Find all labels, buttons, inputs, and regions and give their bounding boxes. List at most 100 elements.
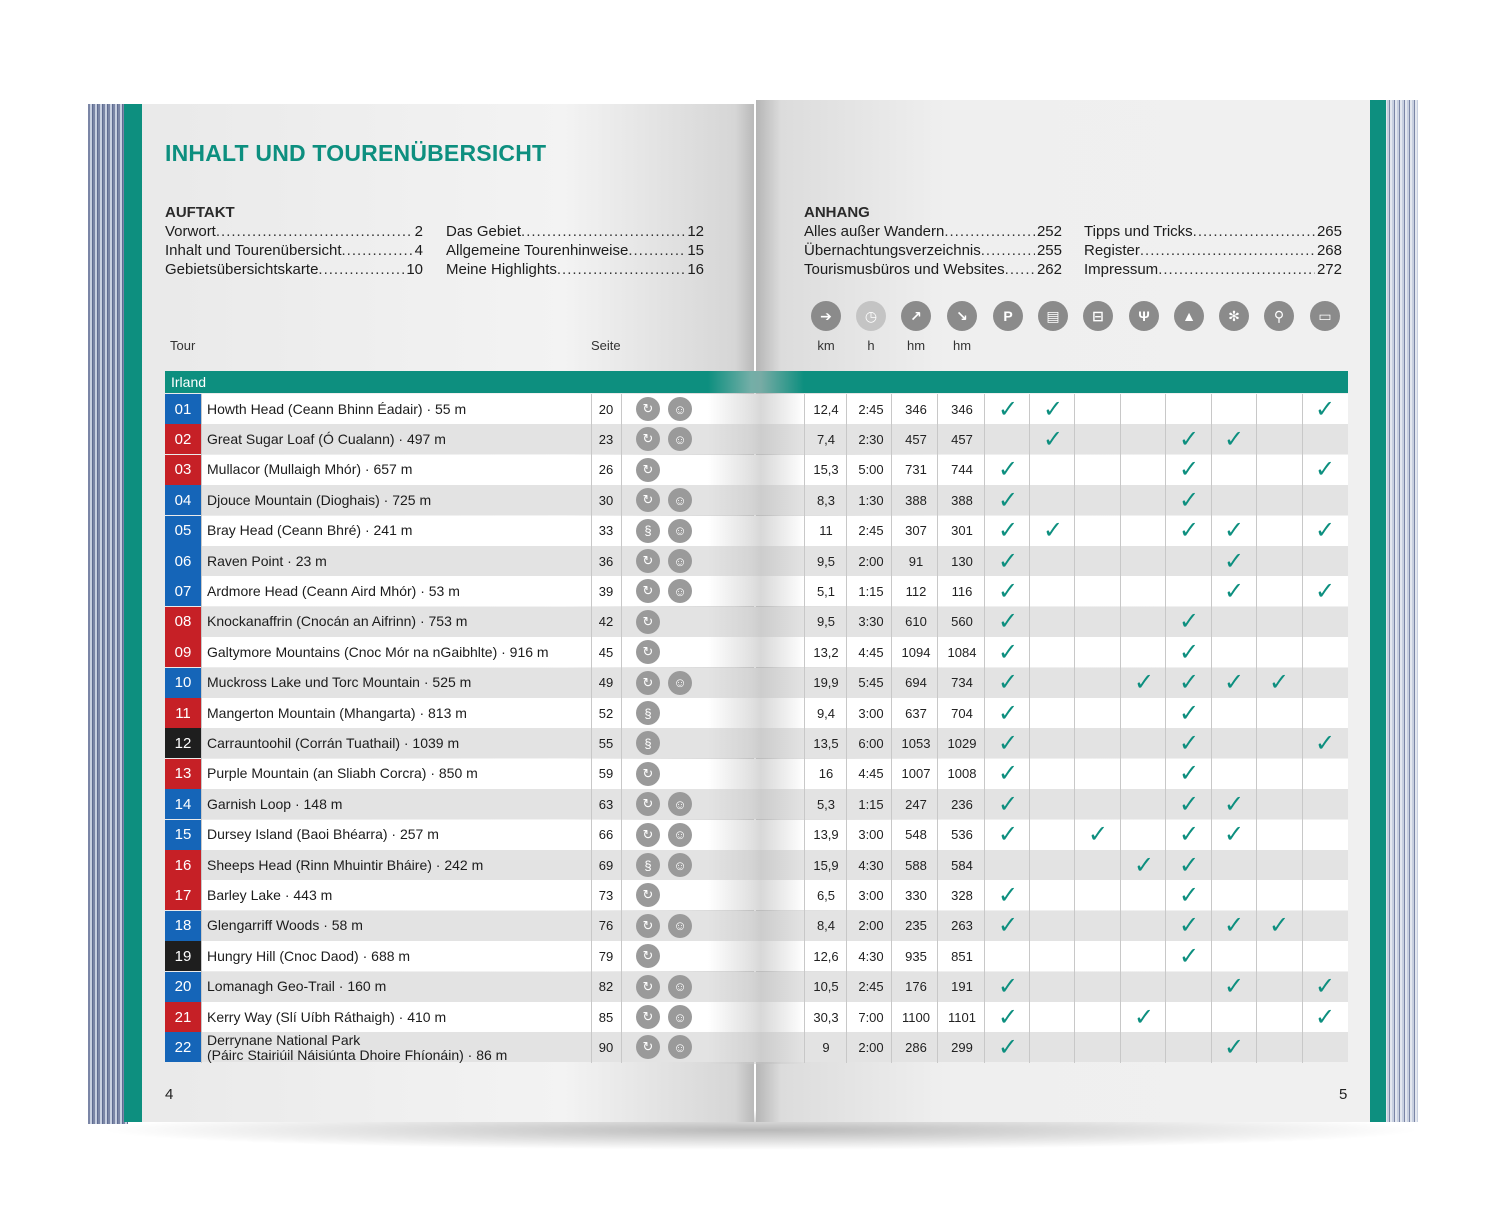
toc-entry-page: 268 [1316, 242, 1342, 259]
column-divider [591, 394, 592, 1063]
tour-name[interactable]: Galtymore Mountains (Cnoc Mór na nGaibhl… [207, 643, 549, 660]
kids-bear-icon: ☺ [668, 853, 692, 877]
check-mark-icon: ✓ [997, 547, 1019, 575]
check-mark-icon: ✓ [1314, 973, 1336, 1001]
value-km: 12,4 [813, 401, 839, 417]
check-mark-icon: ✓ [1178, 699, 1200, 727]
tour-name[interactable]: Ardmore Head (Ceann Aird Mhór) · 53 m [207, 582, 460, 599]
round-trip-icon: ↻ [636, 883, 660, 908]
value-down: 328 [951, 887, 973, 903]
value-h: 4:30 [858, 857, 884, 873]
toc-entry[interactable]: Register 268 [1084, 241, 1342, 260]
tour-name[interactable]: Barley Lake · 443 m [207, 886, 333, 903]
value-h: 2:45 [858, 979, 884, 995]
tour-name[interactable]: Garnish Loop · 148 m [207, 795, 343, 812]
column-divider [621, 394, 622, 1063]
tour-name[interactable]: Sheeps Head (Rinn Mhuintir Bháire) · 242… [207, 856, 484, 873]
toc-entry[interactable]: Meine Highlights 16 [446, 260, 704, 279]
toc-entry-label: Register [1084, 242, 1140, 259]
tour-name[interactable]: Great Sugar Loaf (Ó Cualann) · 497 m [207, 430, 446, 447]
tour-number: 03 [165, 454, 201, 485]
unit-label: hm [952, 338, 972, 353]
tour-name[interactable]: Muckross Lake und Torc Mountain · 525 m [207, 674, 472, 691]
toc-leader-dots [944, 222, 1035, 241]
tour-page: 42 [598, 614, 614, 630]
value-down: 346 [951, 401, 973, 417]
toc-entry[interactable]: Das Gebiet 12 [446, 222, 704, 241]
bus-icon: ▤ [1038, 301, 1068, 331]
value-km: 13,2 [813, 644, 839, 660]
value-down: 301 [951, 523, 973, 539]
toc-entry[interactable]: Allgemeine Tourenhinweise 15 [446, 241, 704, 260]
tour-name[interactable]: Howth Head (Ceann Bhinn Éadair) · 55 m [207, 400, 467, 417]
round-trip-icon: ↻ [636, 670, 660, 695]
value-h: 4:45 [858, 766, 884, 782]
round-trip-icon: ↻ [636, 913, 660, 938]
toc-entry[interactable]: Inhalt und Tourenübersicht 4 [165, 241, 423, 260]
tour-number: 22 [165, 1032, 201, 1063]
value-km: 9,5 [816, 614, 836, 630]
toc-entry[interactable]: Tourismusbüros und Websites 262 [804, 260, 1062, 279]
value-up: 388 [905, 492, 927, 508]
value-h: 3:30 [858, 614, 884, 630]
tour-name[interactable]: Derrynane National Park (Páirc Stairiúil … [207, 1032, 627, 1063]
check-mark-icon: ✓ [1223, 517, 1245, 545]
left-accent-bar [124, 104, 142, 1122]
tour-page: 73 [598, 887, 614, 903]
tour-name[interactable]: Mangerton Mountain (Mhangarta) · 813 m [207, 704, 467, 721]
column-divider [1074, 394, 1075, 1063]
value-down: 299 [951, 1039, 973, 1055]
tour-name[interactable]: Dursey Island (Baoi Bhéarra) · 257 m [207, 826, 439, 843]
ascent-arrow-icon: ↗ [901, 301, 931, 331]
tour-name[interactable]: Knockanaffrin (Cnocán an Aifrinn) · 753 … [207, 613, 468, 630]
tour-name[interactable]: Lomanagh Geo-Trail · 160 m [207, 978, 387, 995]
check-mark-icon: ✓ [1314, 456, 1336, 484]
anhang-list-1: Alles außer Wandern252Übernachtungsverze… [804, 222, 1062, 279]
toc-entry[interactable]: Alles außer Wandern 252 [804, 222, 1062, 241]
tour-page: 36 [598, 553, 614, 569]
check-mark-icon: ✓ [997, 881, 1019, 909]
toc-entry[interactable]: Impressum 272 [1084, 260, 1342, 279]
toc-entry[interactable]: Gebietsübersichtskarte 10 [165, 260, 423, 279]
check-mark-icon: ✓ [1178, 821, 1200, 849]
winter-icon: ✻ [1219, 301, 1249, 331]
value-up: 548 [905, 827, 927, 843]
toc-leader-dots [1005, 260, 1035, 279]
tour-name[interactable]: Purple Mountain (an Sliabh Corcra) · 850… [207, 765, 478, 782]
tour-name[interactable]: Djouce Mountain (Dioghais) · 725 m [207, 491, 432, 508]
check-mark-icon: ✓ [997, 912, 1019, 940]
tour-name[interactable]: Mullacor (Mullaigh Mhór) · 657 m [207, 461, 413, 478]
check-mark-icon: ✓ [1223, 425, 1245, 453]
page-edges-right [1382, 100, 1418, 1122]
toc-entry[interactable]: Vorwort 2 [165, 222, 423, 241]
tour-name[interactable]: Glengarriff Woods · 58 m [207, 917, 363, 934]
tour-page: 55 [598, 735, 614, 751]
tour-name[interactable]: Bray Head (Ceann Bhré) · 241 m [207, 522, 413, 539]
toc-entry[interactable]: Tipps und Tricks 265 [1084, 222, 1342, 241]
value-km: 9,4 [816, 705, 836, 721]
value-h: 2:00 [858, 1039, 884, 1055]
clock-icon: ◷ [856, 301, 886, 331]
column-divider [984, 394, 985, 1063]
page-edges-left [88, 104, 128, 1124]
tour-name[interactable]: Carrauntoohil (Corrán Tuathail) · 1039 m [207, 734, 460, 751]
value-h: 4:30 [858, 948, 884, 964]
value-up: 694 [905, 675, 927, 691]
value-h: 2:45 [858, 523, 884, 539]
toc-entry[interactable]: Übernachtungsverzeichnis 255 [804, 241, 1062, 260]
check-mark-icon: ✓ [1133, 669, 1155, 697]
check-mark-icon: ✓ [1314, 729, 1336, 757]
check-mark-icon: ✓ [1223, 1033, 1245, 1061]
tour-name[interactable]: Raven Point · 23 m [207, 552, 327, 569]
value-h: 2:00 [858, 553, 884, 569]
value-down: 536 [951, 827, 973, 843]
tour-name[interactable]: Hungry Hill (Cnoc Daod) · 688 m [207, 947, 411, 964]
check-mark-icon: ✓ [1042, 395, 1064, 423]
tour-name[interactable]: Kerry Way (Slí Uíbh Ráthaigh) · 410 m [207, 1008, 447, 1025]
kids-bear-icon: ☺ [668, 1005, 692, 1029]
tour-number: 17 [165, 880, 201, 911]
check-mark-icon: ✓ [997, 760, 1019, 788]
value-h: 1:30 [858, 492, 884, 508]
value-up: 112 [905, 583, 927, 599]
check-mark-icon: ✓ [1314, 577, 1336, 605]
